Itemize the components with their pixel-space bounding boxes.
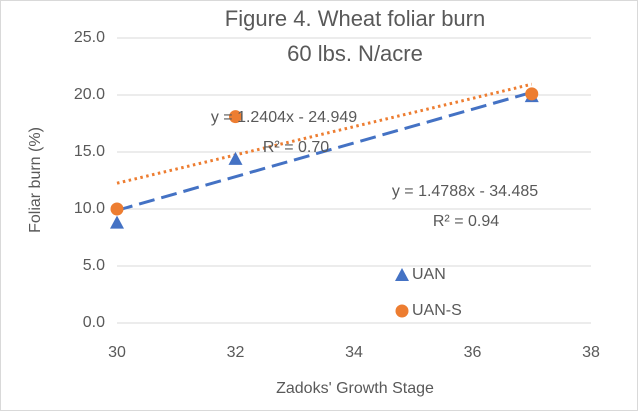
y-tick-label: 25.0: [74, 29, 105, 46]
data-point: [110, 202, 124, 216]
trendline-equation: y = 1.2404x - 24.949: [211, 109, 357, 126]
data-point: [229, 110, 242, 124]
data-point: [525, 87, 539, 101]
y-tick-label: 15.0: [74, 143, 105, 160]
data-point: [228, 151, 243, 165]
y-axis-label: Foliar burn (%): [27, 127, 44, 233]
x-tick-label: 36: [464, 344, 482, 361]
x-tick-label: 38: [582, 344, 600, 361]
x-tick-label: 30: [108, 344, 126, 361]
legend-label: UAN-S: [412, 302, 462, 319]
trendline: [116, 82, 533, 185]
trendline: [116, 90, 533, 212]
trendline-r2: R² = 0.94: [433, 213, 499, 230]
trendline-equation: y = 1.4788x - 34.485: [392, 183, 538, 200]
chart-title: Figure 4. Wheat foliar burn: [225, 6, 485, 31]
legend-label: UAN: [412, 266, 446, 283]
y-tick-label: 20.0: [74, 86, 105, 103]
y-tick-label: 5.0: [83, 257, 105, 274]
legend-marker: [395, 304, 409, 318]
trendline-r2: R² = 0.70: [263, 139, 329, 156]
y-tick-label: 10.0: [74, 200, 105, 217]
y-tick-label: 0.0: [83, 314, 105, 331]
legend-marker: [395, 268, 409, 281]
data-point: [110, 215, 124, 229]
x-tick-label: 34: [345, 344, 363, 361]
chart-subtitle: 60 lbs. N/acre: [287, 41, 423, 66]
x-axis-label: Zadoks' Growth Stage: [276, 380, 434, 397]
x-tick-label: 32: [227, 344, 245, 361]
